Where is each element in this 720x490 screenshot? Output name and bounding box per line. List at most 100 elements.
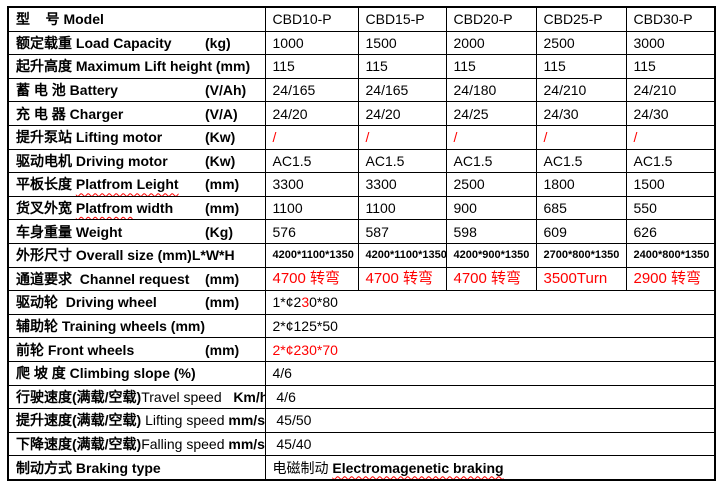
row-label-text: 提升泵站 Lifting motor — [16, 129, 163, 146]
row-unit: (mm) — [205, 341, 240, 358]
cell: 115 — [445, 54, 537, 79]
cell: 1100 — [264, 195, 359, 221]
row-label: 爬 坡 度 Climbing slope (%) — [7, 360, 266, 386]
cell: 2400*800*1350 — [625, 242, 716, 268]
row-label: 下降速度(满载/空载)Falling speed mm/s — [7, 431, 266, 457]
cell: 1500 — [357, 30, 447, 56]
cell-text: Electromagenetic braking — [332, 459, 504, 476]
cell: 2900 转弯 — [625, 266, 716, 292]
cell: 4200*1100*1350 — [357, 242, 447, 268]
table-row: 爬 坡 度 Climbing slope (%) 4/6 — [7, 360, 716, 386]
table-row: 通道要求 Channel request (mm) 4700 转弯 4700 转弯 47… — [7, 266, 716, 292]
cell: AC1.5 — [625, 148, 716, 174]
row-label-text: 驱动轮 Driving wheel — [16, 294, 157, 311]
cell: 2000 — [445, 30, 537, 56]
cell-text: 3 — [301, 294, 310, 311]
cell: 1100 — [357, 195, 447, 221]
cell: AC1.5 — [535, 148, 627, 174]
row-label-text: 爬 坡 度 Climbing slope (%) — [16, 365, 196, 382]
cell: 2700*800*1350 — [535, 242, 627, 268]
cell: 24/180 — [445, 77, 537, 103]
row-label: 辅助轮 Training wheels (mm) — [7, 313, 266, 339]
cell: 598 — [445, 219, 537, 244]
cell: CBD30-P — [625, 6, 716, 32]
row-label-text: Lifting speed — [145, 412, 229, 429]
row-label-text: 外形尺寸 Overall size (mm)L*W*H — [16, 247, 235, 264]
row-label-text: Falling speed — [141, 435, 229, 452]
cell: CBD15-P — [357, 6, 447, 32]
cell: 609 — [535, 219, 627, 244]
cell: 115 — [535, 54, 627, 79]
row-label-text: 平板长度 — [16, 176, 76, 193]
cell: 24/165 — [357, 77, 447, 103]
cell: 24/210 — [625, 77, 716, 103]
row-label-text: Platfrom — [75, 200, 133, 217]
row-label: 车身重量 Weight (Kg) — [7, 219, 266, 244]
cell: 587 — [357, 219, 447, 244]
row-label-text: Km/h — [233, 388, 265, 405]
row-unit: (V/Ah) — [205, 82, 247, 99]
cell: 1800 — [535, 172, 627, 197]
row-label-text: 前轮 Front wheels — [16, 341, 135, 358]
cell: 1500 — [625, 172, 716, 197]
cell: 3000 — [625, 30, 716, 56]
cell: / — [625, 124, 716, 150]
cell: CBD20-P — [445, 6, 537, 32]
table-row: 外形尺寸 Overall size (mm)L*W*H 4200*1100*135… — [7, 242, 716, 268]
row-label: 通道要求 Channel request (mm) — [7, 266, 266, 292]
row-label: 外形尺寸 Overall size (mm)L*W*H — [7, 242, 266, 268]
cell: 2500 — [535, 30, 627, 56]
cell-text: 电磁制动 — [272, 459, 333, 476]
row-label: 提升速度(满载/空载) Lifting speed mm/s — [7, 408, 266, 433]
cell: 115 — [625, 54, 716, 79]
spec-table: 型 号 Model CBD10-P CBD15-P CBD20-P CBD25-P CBD… — [7, 6, 716, 481]
cell: 45/40 — [264, 431, 716, 457]
row-label-text: 货叉外宽 — [16, 200, 76, 217]
table-row: 车身重量 Weight (Kg) 576 587 598 609 626 — [7, 219, 716, 244]
row-unit: (mm) — [205, 294, 240, 311]
cell: 4700 转弯 — [264, 266, 359, 292]
table-row: 提升速度(满载/空载) Lifting speed mm/s 45/50 — [7, 408, 716, 433]
cell: 2*¢230*70 — [264, 337, 716, 362]
row-label-text: Travel speed — [141, 388, 222, 405]
cell: / — [357, 124, 447, 150]
row-label-text: 驱动电机 Driving motor — [16, 152, 168, 169]
cell: 685 — [535, 195, 627, 221]
cell: 24/210 — [535, 77, 627, 103]
cell: 4200*1100*1350 — [264, 242, 359, 268]
cell: CBD10-P — [264, 6, 359, 32]
cell: AC1.5 — [357, 148, 447, 174]
cell: AC1.5 — [264, 148, 359, 174]
cell: 2*¢125*50 — [264, 313, 716, 339]
cell: 4700 转弯 — [357, 266, 447, 292]
row-label: 制动方式 Braking type — [7, 455, 266, 481]
row-unit: (Kg) — [205, 223, 233, 240]
row-label-text: 行驶速度(满载/空载) — [16, 388, 142, 405]
row-label-text: 车身重量 Weight — [16, 223, 123, 240]
row-label: 额定载重 Load Capacity (kg) — [7, 30, 266, 56]
cell: 24/20 — [264, 101, 359, 126]
cell-text: 45/40 — [272, 435, 312, 452]
table-row: 制动方式 Braking type 电磁制动 Electromagenetic b… — [7, 455, 716, 481]
spec-table-body: 型 号 Model CBD10-P CBD15-P CBD20-P CBD25-P CBD… — [7, 6, 716, 481]
cell-text: 0*80 — [309, 294, 338, 311]
cell: 3300 — [357, 172, 447, 197]
row-label: 提升泵站 Lifting motor (Kw) — [7, 124, 266, 150]
row-label: 起升高度 Maximum Lift height (mm) — [7, 54, 266, 79]
cell: 3300 — [264, 172, 359, 197]
cell-text: 4/6 — [272, 388, 296, 405]
row-unit: (mm) — [205, 200, 240, 217]
row-unit: (Kw) — [205, 152, 236, 169]
row-label: 平板长度 Platfrom Leight (mm) — [7, 172, 266, 197]
row-unit: (mm) — [205, 270, 240, 287]
table-row: 型 号 Model CBD10-P CBD15-P CBD20-P CBD25-P CBD… — [7, 6, 716, 32]
cell-text: 1*¢2 — [272, 294, 302, 311]
cell: 1*¢230*80 — [264, 290, 716, 315]
cell: 2500 — [445, 172, 537, 197]
cell: / — [445, 124, 537, 150]
row-label-text: 下降速度(满载/空载) — [16, 435, 142, 452]
row-label-text: 提升速度(满载/空载) — [16, 412, 146, 429]
row-label: 充 电 器 Charger (V/A) — [7, 101, 266, 126]
row-label: 驱动轮 Driving wheel (mm) — [7, 290, 266, 315]
cell: 626 — [625, 219, 716, 244]
